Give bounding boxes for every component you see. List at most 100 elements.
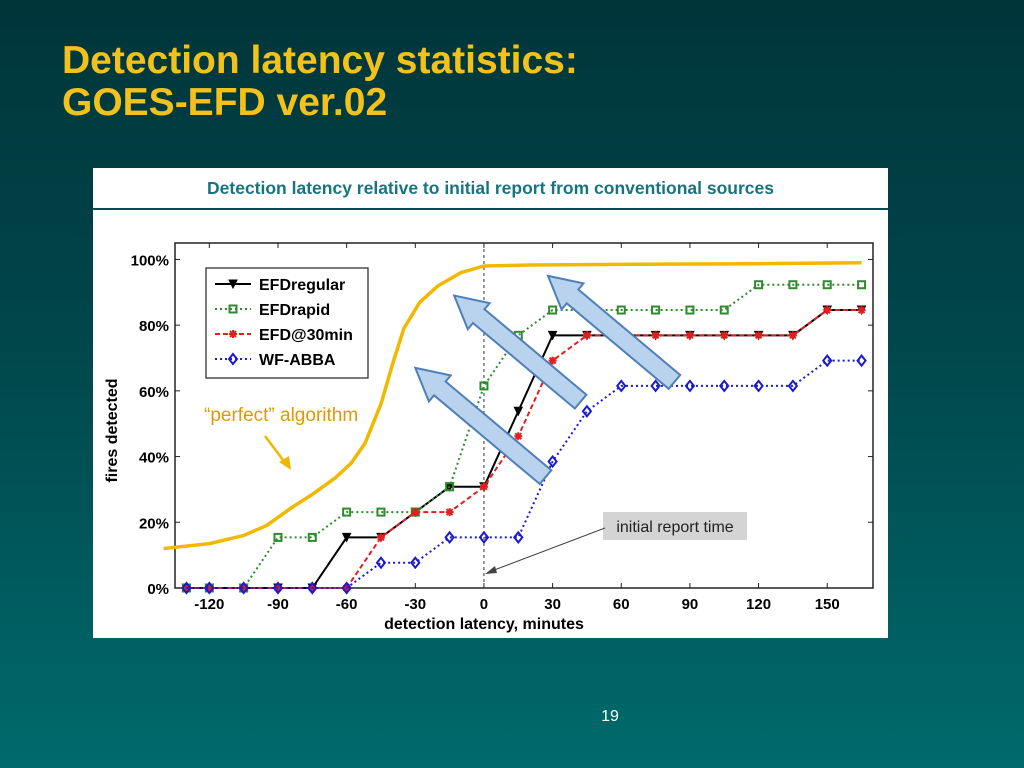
point-efdregular: [547, 330, 558, 341]
x-tick-label: -60: [336, 596, 358, 613]
slide-title-line1: Detection latency statistics:: [62, 39, 578, 82]
point-wf-abba: [684, 379, 696, 393]
point-wf-abba: [615, 379, 627, 393]
point-wf-abba: [410, 556, 421, 570]
point-efdrapid: [548, 305, 558, 315]
y-tick-label: 20%: [139, 515, 169, 532]
point-efd-30min: [376, 533, 385, 542]
legend-marker-efdregular: [228, 279, 238, 290]
point-efdrapid: [754, 280, 764, 290]
point-wf-abba: [444, 530, 455, 545]
perfect-label-arrowhead: [279, 456, 291, 470]
point-wf-abba: [341, 581, 352, 595]
y-tick-label: 40%: [139, 450, 169, 467]
y-tick-label: 80%: [139, 318, 169, 335]
perfect-curve-group: [163, 260, 862, 551]
point-wf-abba: [581, 404, 593, 418]
chart-panel: Detection latency relative to initial re…: [93, 168, 888, 638]
legend-marker-efdrapid: [228, 304, 238, 314]
point-wf-abba: [512, 530, 524, 545]
chart-legend: EFDregular EFDrapid EFD@30min WF-ABBA: [205, 267, 369, 379]
point-wf-abba: [375, 556, 387, 570]
initial-report-pointer: [488, 527, 606, 573]
point-wf-abba: [478, 530, 490, 545]
point-efd-30min: [514, 432, 523, 441]
chart-caption: Detection latency relative to initial re…: [207, 178, 774, 198]
point-efdrapid: [719, 305, 729, 315]
point-wf-abba: [238, 581, 249, 595]
point-wf-abba: [753, 379, 764, 393]
point-efdregular: [341, 532, 352, 543]
x-tick-label: -30: [404, 596, 426, 613]
point-efdrapid: [273, 532, 283, 542]
improvement-arrow: [452, 294, 588, 410]
point-wf-abba: [547, 454, 558, 469]
page-number: 19: [601, 708, 619, 725]
point-efdrapid: [822, 280, 832, 290]
legend-marker-wf-abba: [227, 352, 239, 366]
x-tick-label: 90: [682, 596, 699, 613]
point-wf-abba: [718, 379, 730, 393]
point-wf-abba: [856, 354, 867, 368]
x-axis-label: detection latency, minutes: [384, 616, 584, 633]
point-efd-30min: [651, 331, 660, 340]
point-wf-abba: [650, 379, 661, 393]
improvement-arrow: [413, 366, 553, 486]
point-efdregular: [513, 406, 524, 417]
point-efdrapid: [479, 381, 489, 391]
x-tick-label: 120: [746, 596, 771, 613]
x-tick-label: -90: [267, 596, 289, 613]
x-tick-label: 60: [613, 596, 630, 613]
perfect-label-pointer: [264, 435, 287, 465]
point-efdrapid: [342, 507, 352, 517]
annotations-group: “perfect” algorithm initial report time: [204, 274, 747, 574]
point-efd-30min: [857, 306, 866, 315]
point-efd-30min: [754, 331, 763, 340]
series-group: [181, 280, 867, 595]
legend-label-efdrapid: EFDrapid: [259, 302, 330, 319]
point-efd-30min: [823, 306, 832, 315]
point-efd-30min: [788, 331, 797, 340]
legend-marker-efd-30min: [229, 330, 237, 338]
latency-chart: -120 -90 -60 -30 0 30 60 90 120 150 0% 20% 40% 60% 80%…: [104, 242, 874, 633]
initial-report-label: initial report time: [616, 519, 733, 536]
point-efdrapid: [788, 280, 798, 290]
point-wf-abba: [204, 581, 215, 595]
point-efd-30min: [685, 331, 694, 340]
initial-report-arrowhead: [485, 566, 497, 574]
y-tick-label: 60%: [139, 384, 169, 401]
point-efdrapid: [685, 305, 695, 315]
series-line-wf-abba: [186, 359, 862, 589]
point-wf-abba: [787, 379, 799, 393]
y-tick-label: 100%: [131, 252, 169, 269]
slide-title-line2: GOES-EFD ver.02: [62, 81, 388, 124]
point-efd-30min: [548, 356, 557, 365]
point-efdrapid: [445, 482, 455, 492]
initial-report-label-box: [603, 512, 747, 540]
legend-label-wf-abba: WF-ABBA: [259, 352, 336, 369]
x-tick-label: 0: [480, 596, 488, 613]
improvement-arrow: [546, 274, 682, 391]
point-efd-30min: [720, 331, 729, 340]
x-tick-label: 150: [815, 596, 840, 613]
point-wf-abba: [181, 581, 192, 595]
point-efdrapid: [651, 305, 661, 315]
perfect-curve: [163, 260, 862, 551]
point-efdrapid: [616, 305, 626, 315]
point-efd-30min: [445, 508, 454, 517]
caption-divider: [93, 208, 888, 210]
legend-label-efdregular: EFDregular: [259, 277, 345, 294]
slide-title: Detection latency statistics: GOES-EFD v…: [62, 40, 578, 124]
point-efdrapid: [307, 532, 317, 542]
point-wf-abba: [272, 581, 284, 595]
point-efd-30min: [411, 508, 420, 517]
point-efd-30min: [479, 482, 488, 491]
point-efdrapid: [857, 280, 867, 290]
y-axis-label: fires detected: [104, 378, 121, 482]
point-wf-abba: [307, 581, 318, 595]
y-tick-label: 0%: [147, 581, 169, 598]
perfect-algorithm-label: “perfect” algorithm: [204, 405, 358, 426]
legend-label-efd-30min: EFD@30min: [259, 327, 353, 344]
point-efd-30min: [582, 331, 591, 340]
point-efdrapid: [376, 507, 386, 517]
